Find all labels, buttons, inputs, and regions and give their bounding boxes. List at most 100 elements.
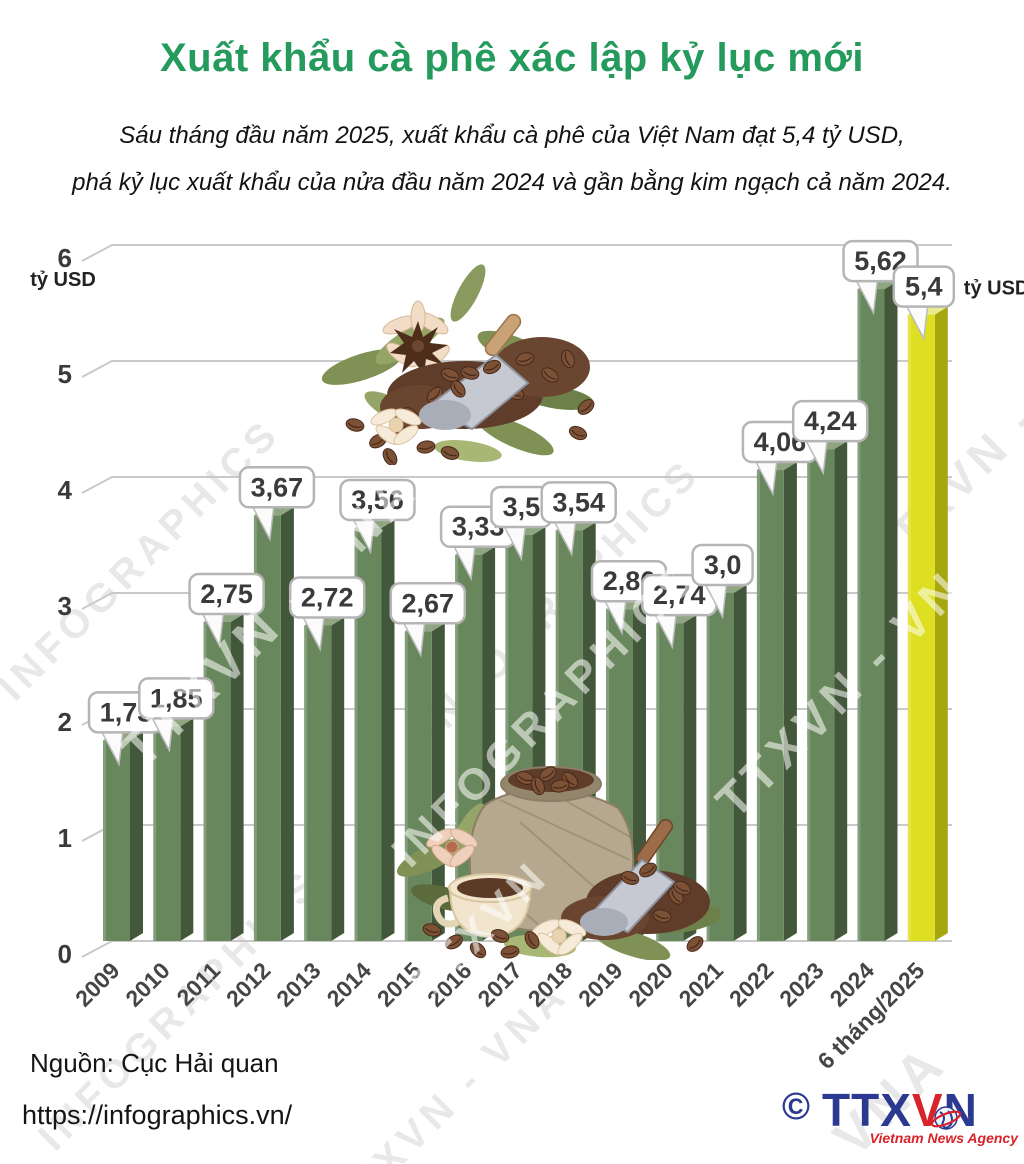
value-callout bbox=[238, 466, 316, 509]
source-note: Nguồn: Cục Hải quan bbox=[30, 1048, 279, 1078]
value-label: 3,56 bbox=[351, 485, 404, 515]
value-callout bbox=[791, 399, 869, 443]
bar-side-face bbox=[884, 281, 898, 942]
bar-side-face bbox=[532, 527, 546, 941]
bar-side-face bbox=[331, 617, 345, 941]
bar-side-face bbox=[834, 441, 848, 941]
value-callout bbox=[138, 677, 215, 720]
bar-highlight-edge bbox=[203, 622, 207, 941]
value-callout bbox=[288, 576, 366, 619]
x-axis-tick: 2020 bbox=[623, 957, 678, 1012]
bar-side-face bbox=[482, 546, 496, 941]
value-callout bbox=[339, 478, 416, 522]
value-label: 5,4 bbox=[905, 272, 943, 302]
bar bbox=[807, 449, 835, 941]
gridline bbox=[81, 244, 952, 262]
value-label: 2,74 bbox=[653, 580, 706, 610]
x-axis-tick: 2011 bbox=[171, 957, 225, 1011]
x-axis-tick: 2022 bbox=[724, 957, 779, 1012]
bar-side-face bbox=[633, 601, 646, 941]
y-axis-tick: 4 bbox=[58, 475, 73, 505]
value-label: 3,5 bbox=[503, 492, 541, 522]
value-label: 4,24 bbox=[804, 406, 857, 436]
bar bbox=[103, 740, 130, 941]
bar-highlight-edge bbox=[505, 535, 509, 941]
bar bbox=[756, 470, 784, 941]
x-axis-tick: 2012 bbox=[221, 957, 276, 1012]
bar-highlight-edge bbox=[455, 554, 459, 941]
bar bbox=[153, 726, 181, 941]
bar bbox=[907, 314, 935, 942]
bar-highlight-edge bbox=[404, 631, 408, 941]
y-axis-tick: 0 bbox=[58, 939, 72, 969]
bar-side-face bbox=[934, 306, 948, 942]
bar bbox=[203, 622, 231, 941]
bar bbox=[555, 530, 583, 941]
value-label: 3,67 bbox=[251, 472, 304, 502]
x-axis-tick: 2021 bbox=[674, 957, 729, 1012]
y-axis-tick: 5 bbox=[58, 359, 72, 389]
subtitle-line-1: Sáu tháng đầu năm 2025, xuất khẩu cà phê… bbox=[119, 122, 905, 149]
bar bbox=[606, 609, 633, 941]
value-label: 3,0 bbox=[704, 550, 742, 580]
gridline bbox=[81, 360, 952, 378]
bar-highlight-edge bbox=[907, 314, 911, 942]
website-url: https://infographics.vn/ bbox=[22, 1100, 293, 1130]
x-axis-tick: 2009 bbox=[70, 957, 125, 1012]
bar-highlight-edge bbox=[304, 625, 308, 941]
bar-side-face bbox=[381, 520, 395, 941]
globe-icon bbox=[930, 1106, 962, 1130]
x-axis-tick: 2016 bbox=[422, 957, 477, 1012]
value-label: 1,85 bbox=[150, 683, 203, 713]
logo-letters: TTXVN bbox=[822, 1087, 978, 1133]
value-label: 2,72 bbox=[301, 582, 354, 612]
value-callout bbox=[892, 265, 956, 308]
x-axis-tick: 2018 bbox=[523, 957, 578, 1012]
copyright-icon: © bbox=[782, 1086, 810, 1128]
value-callout bbox=[188, 572, 265, 616]
ttxvn-logo: © TTXVN Vietnam News Agency bbox=[782, 1086, 1018, 1146]
y-axis-tick: 3 bbox=[58, 591, 72, 621]
bar-side-face bbox=[783, 462, 797, 941]
subtitle-line-2: phá kỷ lục xuất khẩu của nửa đầu năm 202… bbox=[72, 169, 952, 196]
x-axis-tick: 2014 bbox=[321, 957, 376, 1012]
x-axis-tick: 2013 bbox=[271, 957, 326, 1012]
x-axis-tick: 2015 bbox=[372, 957, 427, 1012]
y-axis-tick: 2 bbox=[58, 707, 72, 737]
y-axis-tick: 6 bbox=[58, 243, 72, 273]
value-callout bbox=[540, 481, 617, 524]
bar-highlight-edge bbox=[807, 449, 811, 941]
bar bbox=[304, 625, 332, 941]
bar-highlight-edge bbox=[706, 593, 710, 941]
highlight-unit-label: tỷ USD bbox=[964, 278, 1024, 300]
gridline bbox=[81, 940, 952, 958]
logo-tagline: Vietnam News Agency bbox=[869, 1130, 1018, 1146]
bar-highlight-edge bbox=[857, 289, 861, 942]
bar-side-face bbox=[683, 615, 697, 941]
bar bbox=[656, 623, 684, 941]
bar bbox=[505, 535, 533, 941]
bar-highlight-edge bbox=[103, 740, 106, 941]
logo-ttx: TTX bbox=[822, 1084, 912, 1136]
bar-highlight-edge bbox=[253, 515, 257, 941]
bar-highlight-edge bbox=[354, 528, 358, 941]
x-axis-tick: 2023 bbox=[774, 957, 829, 1012]
bar bbox=[706, 593, 734, 941]
value-label: 3,54 bbox=[552, 487, 605, 517]
bar-highlight-edge bbox=[153, 726, 157, 941]
x-axis-tick: 2017 bbox=[472, 957, 527, 1012]
x-axis-tick: 2010 bbox=[120, 957, 175, 1012]
bar-side-face bbox=[431, 623, 445, 941]
bar bbox=[857, 289, 885, 942]
bar-highlight-edge bbox=[656, 623, 660, 941]
bar-side-face bbox=[130, 732, 143, 941]
bar-highlight-edge bbox=[555, 530, 559, 941]
bar-side-face bbox=[180, 718, 194, 941]
value-callout bbox=[389, 582, 467, 625]
bar-highlight-edge bbox=[606, 609, 609, 941]
y-axis-tick: 1 bbox=[58, 823, 72, 853]
bar-highlight-edge bbox=[756, 470, 760, 941]
gridline bbox=[81, 476, 952, 494]
x-axis-tick: 2019 bbox=[573, 957, 628, 1012]
